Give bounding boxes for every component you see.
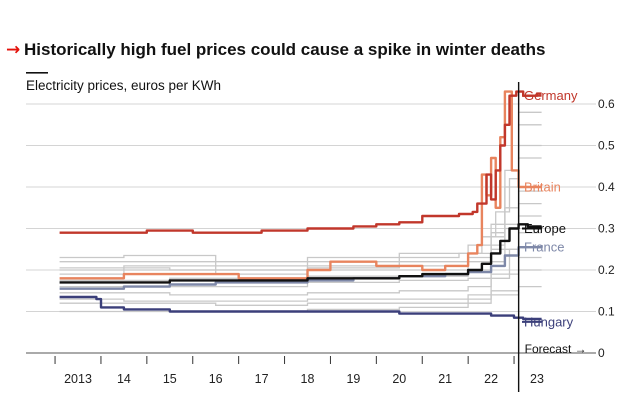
y-tick-label-1: 0.1 (598, 305, 615, 319)
other-country-line-8 (59, 269, 542, 306)
subtitle-rule (26, 72, 48, 74)
x-axis: 2013 14 15 16 17 18 19 20 21 22 23 (54, 356, 544, 386)
series-line-europe (59, 223, 542, 284)
x-tick-label-18: 18 (301, 372, 315, 386)
x-tick-label-15: 15 (163, 372, 177, 386)
chart-subtitle: Electricity prices, euros per KWh (26, 78, 221, 93)
series-line-britain (59, 90, 542, 280)
other-country-line-7 (59, 144, 542, 263)
x-tick-label-17: 17 (255, 372, 269, 386)
x-tick-label-14: 14 (117, 372, 131, 386)
series-line-hungary (59, 295, 542, 321)
x-tick-label-22: 22 (484, 372, 498, 386)
series-labels: Germany Britain Europe France Hungary (522, 88, 578, 329)
y-tick-label-2: 0.2 (598, 263, 615, 277)
series-label-germany: Germany (524, 88, 578, 103)
chart-title: Historically high fuel prices could caus… (24, 40, 546, 59)
y-axis: 0 0.1 0.2 0.3 0.4 0.5 0.6 (598, 97, 615, 360)
y-tick-label-5: 0.5 (598, 139, 615, 153)
series-label-france: France (524, 240, 564, 255)
x-tick-label-21: 21 (438, 372, 452, 386)
series-label-britain: Britain (524, 180, 561, 195)
y-tick-label-3: 0.3 (598, 222, 615, 236)
y-tick-label-0: 0 (598, 346, 605, 360)
x-tick-label-23: 23 (530, 372, 544, 386)
other-country-line-9 (59, 111, 542, 271)
title-arrow-icon: → (6, 40, 20, 60)
x-tick-label-16: 16 (209, 372, 223, 386)
x-tick-label-20: 20 (392, 372, 406, 386)
y-tick-label-4: 0.4 (598, 180, 615, 194)
x-tick-label-2013: 2013 (64, 372, 92, 386)
series-label-hungary: Hungary (524, 314, 574, 329)
y-tick-label-6: 0.6 (598, 97, 615, 111)
other-country-line-6 (59, 256, 542, 296)
forecast-label: Forecast → (525, 342, 587, 356)
forecast-marker: Forecast → (517, 82, 587, 392)
series-label-europe: Europe (524, 221, 566, 236)
x-tick-label-19: 19 (346, 372, 360, 386)
highlighted-country-lines (59, 90, 543, 321)
series-line-germany (59, 90, 542, 234)
